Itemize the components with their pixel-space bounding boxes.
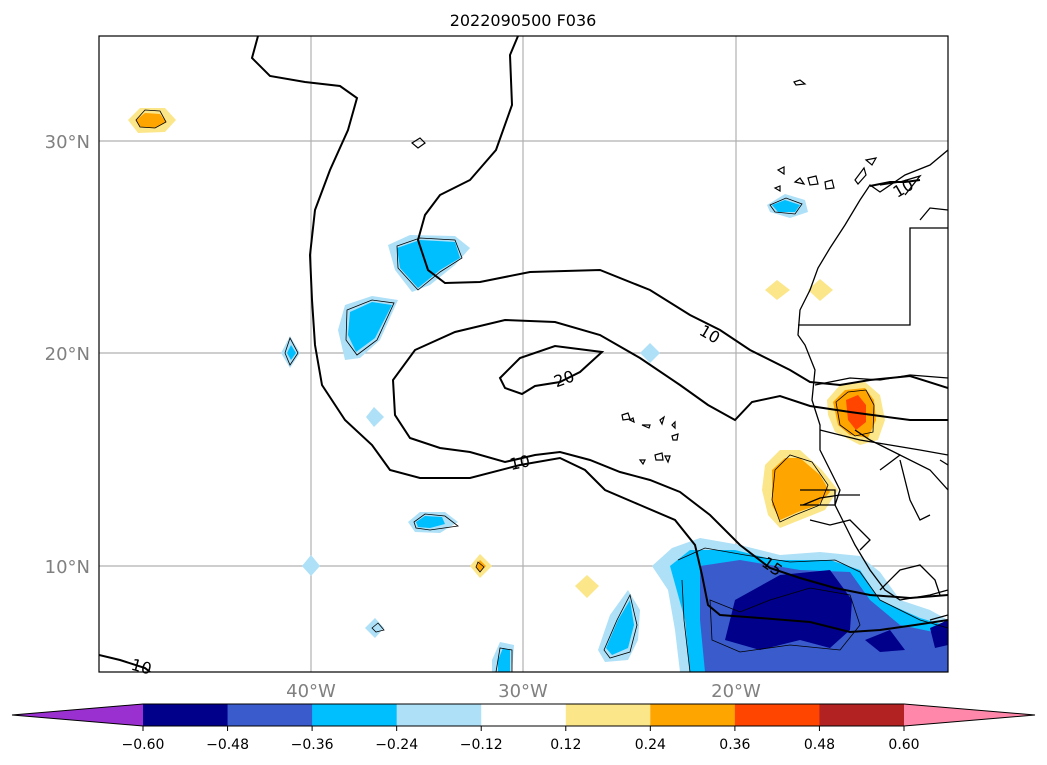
islands — [410, 79, 878, 466]
colorbar-bin — [734, 704, 820, 726]
contour-label: 10 — [508, 451, 532, 474]
colorbar-tick-label: 0.12 — [550, 737, 581, 753]
lat-tick-label: 10°N — [45, 557, 90, 578]
negative-anomaly-patches — [281, 194, 948, 672]
contour-lines — [99, 36, 948, 672]
lon-tick-label: 20°W — [711, 681, 761, 702]
colorbar-bin — [819, 704, 905, 726]
colorbar-bin — [227, 704, 313, 726]
colorbar-tick-label: 0.60 — [888, 737, 919, 753]
colorbar-tick-label: −0.12 — [460, 737, 503, 753]
colorbar-tick-label: −0.60 — [122, 737, 165, 753]
colorbar-bin — [481, 704, 567, 726]
colorbar-tick-label: −0.36 — [291, 737, 334, 753]
map-plot-area — [99, 36, 948, 672]
lat-tick-label: 30°N — [45, 132, 90, 153]
colorbar-tick-label: 0.48 — [804, 737, 835, 753]
contour-label: 10 — [129, 655, 154, 679]
colorbar-bin — [650, 704, 736, 726]
colorbar-bins — [143, 704, 905, 726]
colorbar-bin — [143, 704, 229, 726]
lon-tick-label: 30°W — [498, 681, 548, 702]
colorbar-bin — [312, 704, 398, 726]
coastlines — [797, 149, 948, 621]
anomaly-outlines — [135, 109, 948, 672]
colorbar-tick-label: −0.24 — [375, 737, 418, 753]
colorbar-tick-label: 0.24 — [635, 737, 666, 753]
map-title: 2022090500 F036 — [450, 11, 597, 30]
axis-labels: 30°N 20°N 10°N 40°W 30°W 20°W — [45, 132, 761, 702]
colorbar-bin — [396, 704, 482, 726]
colorbar-bin — [565, 704, 651, 726]
lon-tick-label: 40°W — [286, 681, 336, 702]
colorbar-tick-label: 0.36 — [719, 737, 750, 753]
map-frame — [98, 35, 949, 673]
colorbar-over-arrow — [904, 704, 1035, 726]
colorbar-tick-label: −0.48 — [206, 737, 249, 753]
colorbar-under-arrow — [12, 704, 143, 726]
colorbar-ticks: −0.60 −0.48 −0.36 −0.24 −0.12 0.12 0.24 0.36 0.4… — [122, 726, 920, 753]
lat-tick-label: 20°N — [45, 344, 90, 365]
colorbar: −0.60 −0.48 −0.36 −0.24 −0.12 0.12 0.24 0.36 0.4… — [11, 703, 1036, 753]
